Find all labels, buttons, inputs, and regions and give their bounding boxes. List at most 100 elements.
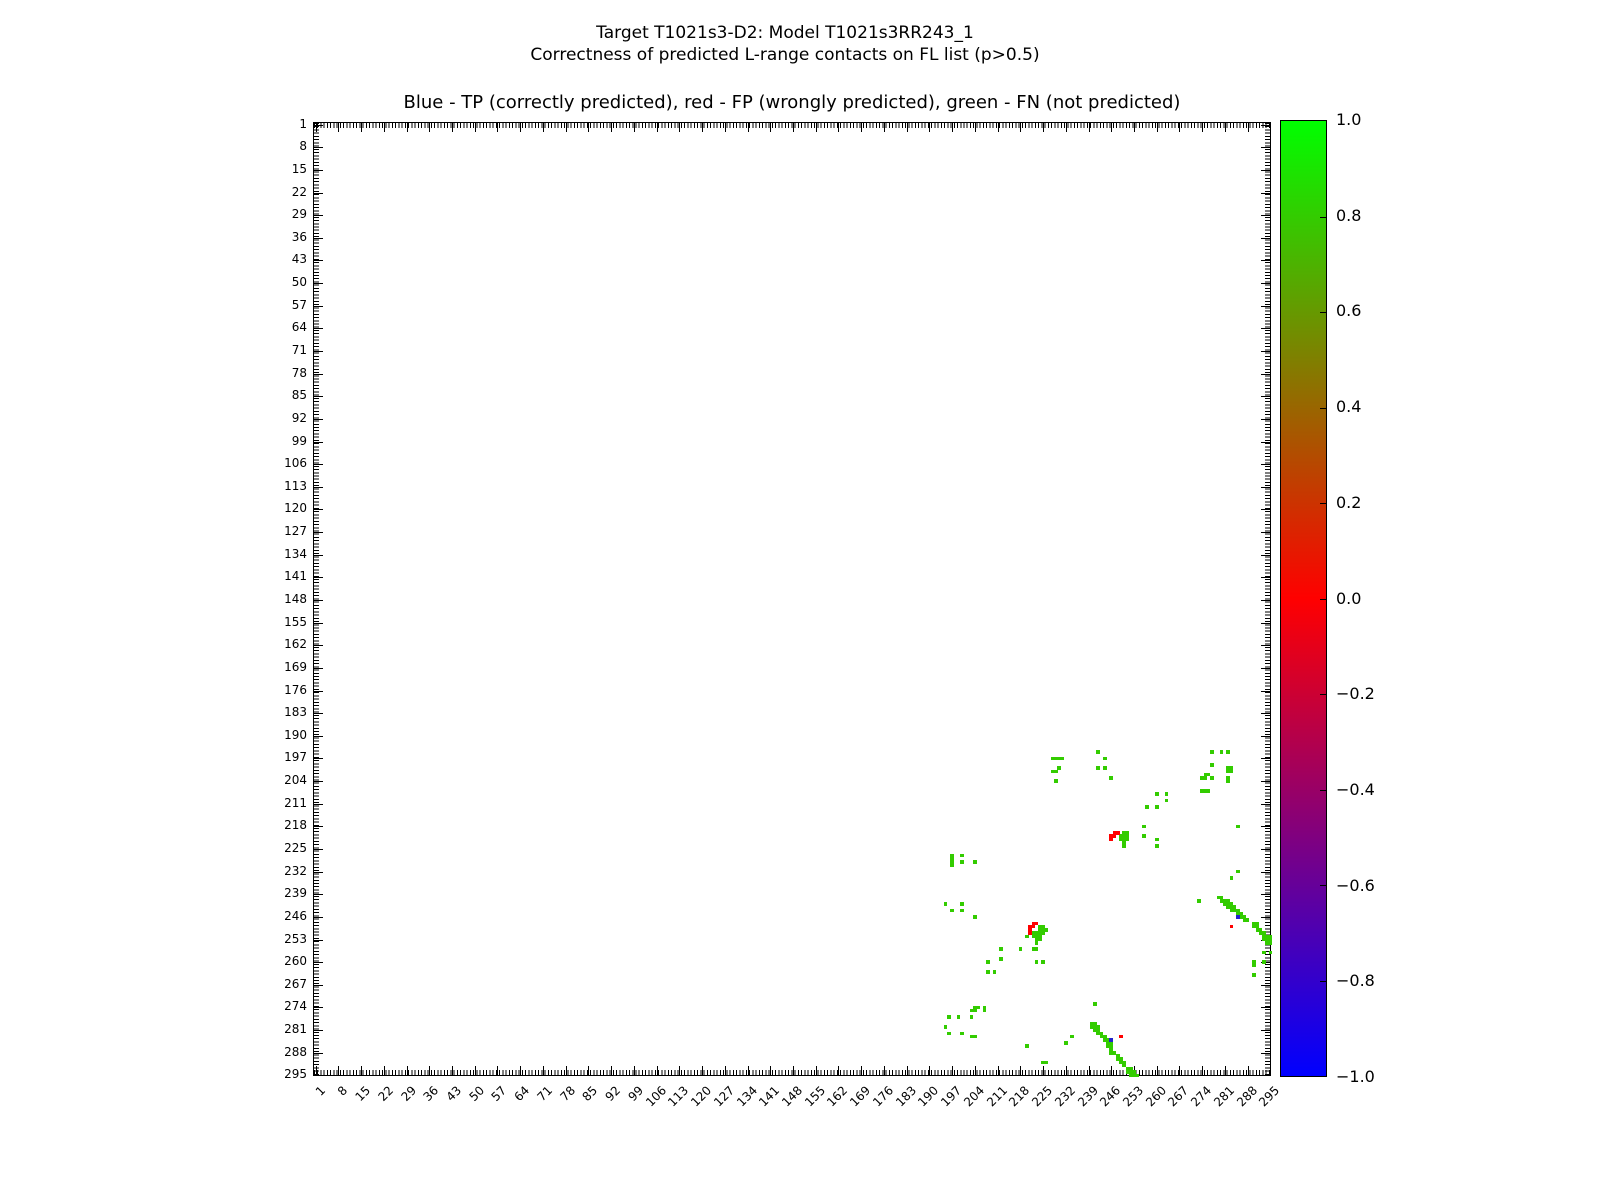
bottom-major-tick: [838, 1066, 840, 1075]
y-tick-label: 239: [284, 886, 307, 901]
y-tick-label: 155: [284, 614, 307, 629]
left-major-tick: [314, 894, 323, 896]
right-major-tick: [1261, 713, 1270, 715]
fn-contact-point: [999, 957, 1003, 961]
fn-contact-point: [999, 947, 1003, 952]
right-major-tick: [1261, 260, 1270, 262]
right-major-tick: [1261, 871, 1270, 873]
right-major-tick: [1261, 1052, 1270, 1054]
left-major-tick: [314, 871, 323, 873]
right-major-tick: [1261, 849, 1270, 850]
fn-contact-point: [1125, 831, 1130, 835]
fn-contact-point: [1050, 769, 1055, 774]
bottom-major-tick: [906, 1066, 908, 1075]
fn-contact-point: [1252, 960, 1256, 964]
x-tick-label: 113: [665, 1083, 692, 1110]
fn-contact-point: [1229, 876, 1234, 880]
fn-contact-point: [1122, 831, 1127, 835]
fn-contact-point: [1203, 789, 1208, 793]
fn-contact-point: [1219, 750, 1224, 754]
y-axis-minor-ticks-right: [1265, 123, 1270, 1075]
right-major-tick: [1261, 984, 1270, 986]
fn-contact-point: [1025, 1044, 1029, 1049]
fn-contact-point: [1109, 1050, 1114, 1055]
fn-contact-point: [973, 1034, 977, 1039]
bottom-major-tick: [1043, 1066, 1045, 1075]
colorbar-tick: [1320, 503, 1326, 504]
fn-contact-point: [969, 1008, 974, 1013]
top-major-tick: [1043, 123, 1045, 132]
fn-contact-point: [982, 1005, 987, 1010]
fn-contact-point: [1106, 1044, 1110, 1049]
fn-contact-point: [1044, 1060, 1049, 1065]
y-tick-label: 78: [291, 365, 307, 380]
bottom-major-tick: [542, 1066, 544, 1075]
bottom-major-tick: [883, 1066, 885, 1075]
fn-contact-point: [950, 860, 954, 864]
fn-contact-point: [947, 1015, 951, 1019]
x-tick-label: 134: [733, 1083, 760, 1110]
fp-contact-point: [1031, 924, 1036, 929]
fn-contact-point: [1236, 824, 1240, 829]
colorbar-tick-label: −0.6: [1336, 875, 1375, 895]
axes-title: Blue - TP (correctly predicted), red - F…: [403, 92, 1181, 113]
x-tick-label: 169: [847, 1083, 874, 1110]
fn-contact-point: [1125, 1070, 1130, 1074]
fp-contact-point: [1109, 834, 1114, 838]
bottom-major-tick: [747, 1066, 749, 1075]
top-major-tick: [588, 123, 590, 132]
left-major-tick: [314, 984, 323, 986]
fn-contact-point: [986, 970, 990, 974]
fn-contact-point: [1109, 1041, 1114, 1045]
figure-title-line2: Correctness of predicted L-range contact…: [530, 45, 1040, 65]
x-tick-label: 29: [398, 1083, 419, 1104]
y-tick-label: 176: [284, 682, 307, 697]
fn-contact-point: [1197, 898, 1201, 903]
y-tick-label: 204: [284, 773, 307, 788]
fn-contact-point: [1125, 837, 1130, 842]
left-major-tick: [314, 192, 323, 194]
left-major-tick: [314, 396, 323, 398]
y-tick-label: 281: [284, 1022, 307, 1037]
left-major-tick: [314, 916, 323, 918]
fn-contact-point: [1096, 1025, 1101, 1029]
bottom-major-tick: [429, 1066, 431, 1075]
top-major-tick: [952, 123, 954, 132]
x-tick-label: 274: [1188, 1083, 1215, 1110]
fn-contact-point: [1164, 792, 1169, 796]
right-major-tick: [1261, 464, 1270, 466]
fn-contact-point: [1258, 928, 1263, 932]
x-tick-label: 218: [1006, 1083, 1033, 1110]
fn-contact-point: [1268, 940, 1273, 945]
fn-contact-point: [1145, 805, 1149, 809]
y-tick-label: 260: [284, 954, 307, 969]
colorbar-tick-label: −0.2: [1336, 684, 1375, 704]
left-major-tick: [314, 713, 323, 715]
right-major-tick: [1261, 600, 1270, 601]
fn-contact-point: [1034, 960, 1039, 964]
left-major-tick: [314, 1030, 323, 1032]
fn-contact-point: [1102, 1038, 1107, 1042]
y-tick-label: 64: [291, 320, 307, 335]
y-tick-label: 120: [284, 501, 307, 516]
fn-contact-point: [1099, 1031, 1104, 1036]
x-tick-label: 253: [1120, 1083, 1147, 1110]
fn-contact-point: [1119, 1060, 1123, 1065]
y-tick-label: 218: [284, 818, 307, 833]
top-major-tick: [702, 123, 704, 132]
fn-contact-point: [1060, 756, 1065, 761]
top-major-tick: [520, 123, 522, 132]
fn-contact-point: [1054, 779, 1058, 783]
fn-contact-point: [1262, 934, 1266, 939]
fn-contact-point: [1106, 1038, 1110, 1042]
y-tick-label: 141: [284, 569, 307, 584]
left-major-tick: [314, 1075, 323, 1077]
left-major-tick: [314, 328, 323, 330]
fp-contact-point: [1028, 931, 1032, 935]
y-tick-label: 36: [291, 229, 307, 244]
fn-contact-point: [1206, 772, 1211, 777]
top-major-tick: [452, 123, 454, 132]
contact-map-plot-area: [313, 122, 1273, 1078]
left-major-tick: [314, 283, 323, 285]
fn-contact-point: [1102, 756, 1107, 761]
